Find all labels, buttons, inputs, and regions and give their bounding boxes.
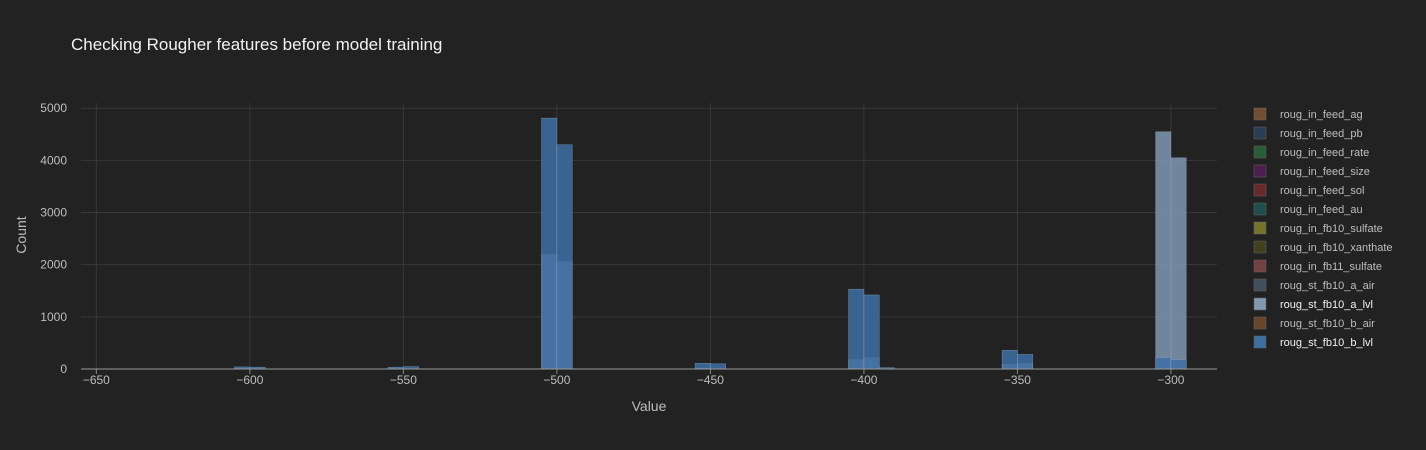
- legend-label: roug_in_fb10_sulfate: [1280, 223, 1383, 235]
- legend-label: roug_in_feed_pb: [1280, 128, 1363, 140]
- legend-item[interactable]: roug_in_fb10_sulfate: [1253, 221, 1383, 235]
- y-tick-label: 1000: [40, 310, 67, 324]
- y-tick-label: 2000: [40, 258, 67, 272]
- histogram-bar: [1155, 357, 1172, 370]
- legend: roug_in_feed_ag roug_in_feed_pb roug_in_fe…: [1253, 107, 1393, 349]
- histogram-bar: [1170, 359, 1187, 370]
- legend-swatch: [1253, 164, 1267, 178]
- legend-item[interactable]: roug_st_fb10_b_lvl: [1253, 335, 1373, 349]
- legend-label: roug_st_fb10_a_lvl: [1280, 299, 1373, 311]
- legend-item[interactable]: roug_st_fb10_a_lvl: [1253, 297, 1373, 311]
- legend-item[interactable]: roug_in_feed_au: [1253, 202, 1363, 216]
- x-tick-label: −350: [1004, 373, 1031, 387]
- legend-label: roug_in_feed_rate: [1280, 147, 1369, 159]
- legend-swatch: [1253, 240, 1267, 254]
- legend-swatch: [1253, 221, 1267, 235]
- axes: −650 −600 −550 −500 −450 −400 −350 −300 0 1000 200…: [40, 101, 1217, 387]
- legend-item[interactable]: roug_st_fb10_a_air: [1253, 278, 1375, 292]
- legend-label: roug_in_feed_au: [1280, 204, 1363, 216]
- legend-swatch: [1253, 335, 1267, 349]
- legend-item[interactable]: roug_st_fb10_b_air: [1253, 316, 1375, 330]
- y-tick-label: 5000: [40, 101, 67, 115]
- legend-swatch: [1253, 183, 1267, 197]
- grid: [81, 103, 1217, 369]
- x-tick-label: −450: [697, 373, 724, 387]
- histogram-bar: [1017, 354, 1034, 370]
- legend-swatch: [1253, 278, 1267, 292]
- y-tick-label: 4000: [40, 153, 67, 167]
- legend-swatch: [1253, 297, 1267, 311]
- legend-label: roug_st_fb10_b_air: [1280, 318, 1375, 330]
- bars: [188, 117, 1187, 370]
- legend-item[interactable]: roug_in_feed_sol: [1253, 183, 1364, 197]
- x-tick-label: −650: [83, 373, 110, 387]
- legend-swatch: [1253, 259, 1267, 273]
- histogram-bar: [556, 144, 573, 370]
- legend-swatch: [1253, 316, 1267, 330]
- legend-label: roug_in_feed_sol: [1280, 185, 1364, 197]
- histogram-bar: [1001, 349, 1018, 370]
- chart-title: Checking Rougher features before model t…: [71, 35, 442, 54]
- x-tick-label: −500: [543, 373, 570, 387]
- x-tick-label: −400: [850, 373, 877, 387]
- legend-item[interactable]: roug_in_feed_rate: [1253, 145, 1369, 159]
- legend-item[interactable]: roug_in_fb11_sulfate: [1253, 259, 1382, 273]
- histogram-bar: [1170, 157, 1187, 370]
- histogram-bar: [1155, 131, 1172, 370]
- x-tick-label: −550: [390, 373, 417, 387]
- histogram-bar: [863, 294, 880, 370]
- legend-swatch: [1253, 202, 1267, 216]
- legend-label: roug_st_fb10_b_lvl: [1280, 337, 1373, 349]
- legend-label: roug_in_fb10_xanthate: [1280, 242, 1393, 254]
- histogram-bar: [541, 117, 558, 370]
- legend-item[interactable]: roug_in_feed_ag: [1253, 107, 1363, 121]
- legend-label: roug_in_fb11_sulfate: [1280, 261, 1382, 273]
- x-tick-label: −600: [236, 373, 263, 387]
- x-tick-label: −300: [1157, 373, 1184, 387]
- y-tick-label: 0: [60, 362, 67, 376]
- y-tick-label: 3000: [40, 206, 67, 220]
- legend-label: roug_st_fb10_a_air: [1280, 280, 1375, 292]
- histogram-bar: [848, 288, 865, 370]
- histogram-bar: [694, 363, 711, 370]
- legend-label: roug_in_feed_size: [1280, 166, 1370, 178]
- legend-item[interactable]: roug_in_feed_pb: [1253, 126, 1363, 140]
- histogram-bar: [710, 363, 727, 370]
- x-axis-label: Value: [632, 398, 667, 414]
- legend-swatch: [1253, 126, 1267, 140]
- legend-item[interactable]: roug_in_feed_size: [1253, 164, 1370, 178]
- legend-item[interactable]: roug_in_fb10_xanthate: [1253, 240, 1393, 254]
- legend-swatch: [1253, 145, 1267, 159]
- legend-swatch: [1253, 107, 1267, 121]
- y-axis-label: Count: [13, 216, 29, 253]
- legend-label: roug_in_feed_ag: [1280, 109, 1363, 121]
